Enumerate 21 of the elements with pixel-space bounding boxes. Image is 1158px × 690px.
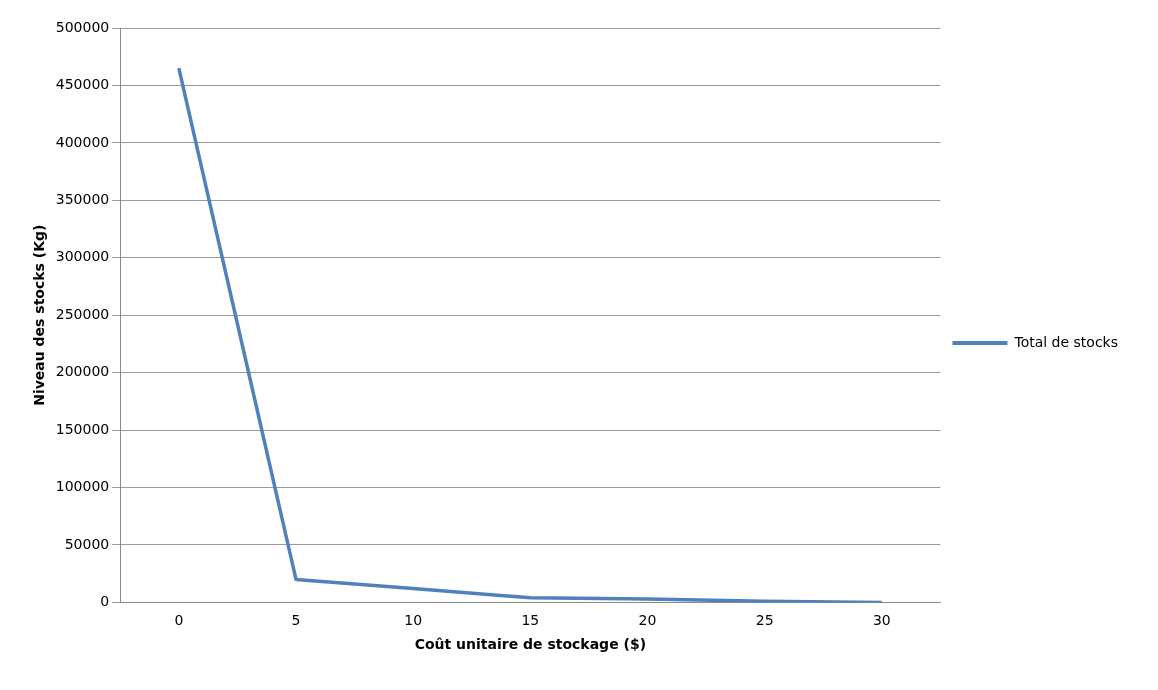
y-tick-label: 50000: [64, 535, 110, 552]
y-tick-label: 100000: [55, 478, 110, 495]
legend-label: Total de stocks: [1013, 333, 1118, 350]
y-tick-label: 500000: [55, 18, 110, 35]
y-tick-label: 250000: [55, 305, 110, 322]
y-tick-label: 300000: [55, 248, 110, 265]
x-tick-label: 10: [404, 612, 423, 629]
x-tick-label: 20: [638, 612, 657, 629]
x-tick-label: 0: [174, 612, 184, 629]
y-tick-label: 0: [100, 593, 110, 610]
x-tick-label: 25: [755, 612, 774, 629]
y-tick-label: 350000: [55, 190, 110, 207]
x-tick-label: 5: [291, 612, 301, 629]
y-tick-label: 450000: [55, 76, 110, 93]
x-tick-label: 30: [872, 612, 891, 629]
y-tick-label: 200000: [55, 363, 110, 380]
x-tick-label: 15: [521, 612, 540, 629]
x-axis-title: Coût unitaire de stockage ($): [414, 636, 647, 653]
y-axis-title: Niveau des stocks (Kg): [31, 224, 48, 406]
y-tick-label: 150000: [55, 420, 110, 437]
y-tick-label: 400000: [55, 133, 110, 150]
